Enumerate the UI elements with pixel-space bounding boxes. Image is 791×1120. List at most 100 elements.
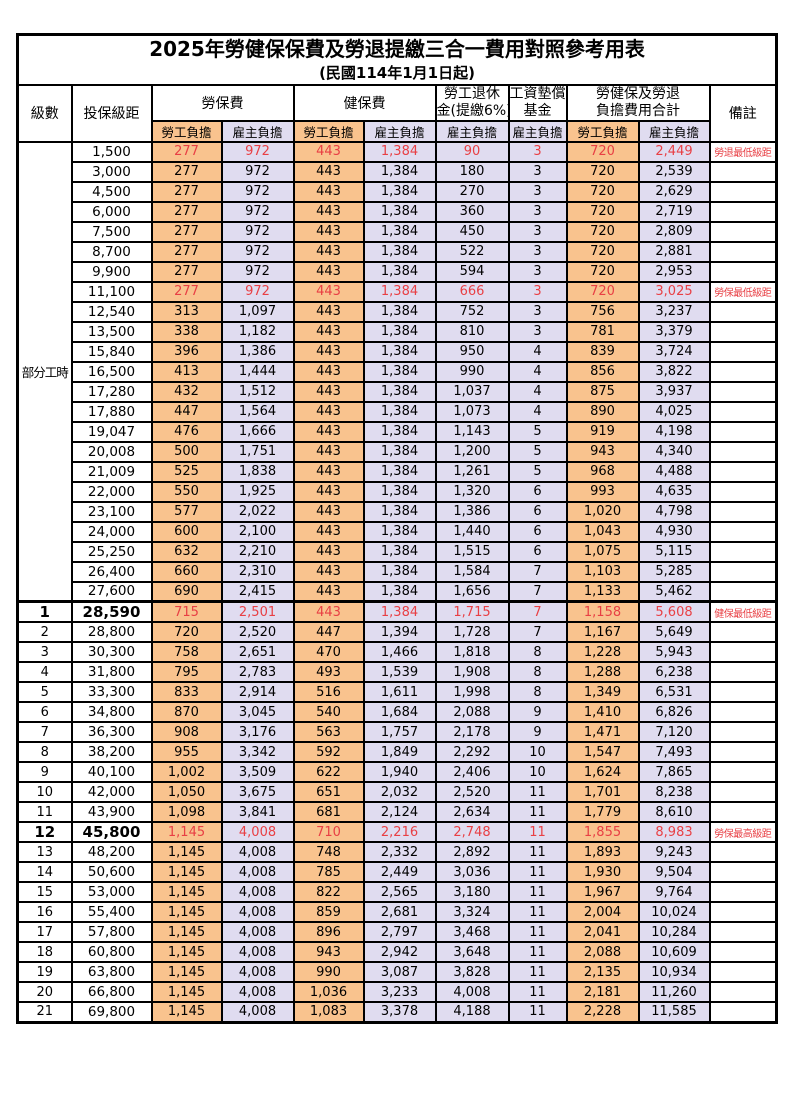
cell-level: 16 xyxy=(16,901,73,923)
cell-value: 11 xyxy=(507,981,568,1003)
cell-value: 2,292 xyxy=(434,741,510,763)
cell-value: 3,468 xyxy=(434,921,510,943)
cell-value: 6 xyxy=(507,540,568,563)
table-row: 2 28,800 720 2,520 447 1,394 1,728 7 1,167 5,649 xyxy=(16,621,778,643)
col-header-wage-fund: 工資墊償 基金 xyxy=(507,83,568,122)
cell-value: 1,394 xyxy=(362,621,437,643)
title-row: 2025年勞健保保費及勞退提繳三合一費用對照參考用表 (民國114年1月1日起) xyxy=(16,33,778,86)
cell-value: 1,145 xyxy=(150,861,223,883)
cell-value: 5 xyxy=(507,440,568,463)
cell-value: 1,384 xyxy=(362,440,437,463)
table-row: 21 69,800 1,145 4,008 1,083 3,378 4,188 11 2,228… xyxy=(16,1001,778,1023)
cell-note xyxy=(708,440,778,463)
cell-value: 11 xyxy=(507,841,568,863)
cell-grade: 60,800 xyxy=(70,941,153,963)
cell-value: 277 xyxy=(150,140,223,163)
cell-level: 10 xyxy=(16,781,73,803)
cell-value: 1,751 xyxy=(220,440,295,463)
cell-value: 3,379 xyxy=(637,320,711,343)
page-title: 2025年勞健保保費及勞退提繳三合一費用對照參考用表 xyxy=(149,37,645,62)
cell-value: 2,520 xyxy=(434,781,510,803)
cell-value: 1,384 xyxy=(362,480,437,503)
cell-value: 990 xyxy=(292,961,365,983)
cell-value: 1,145 xyxy=(150,921,223,943)
cell-value: 270 xyxy=(434,180,510,203)
cell-value: 1,539 xyxy=(362,661,437,683)
cell-grade: 23,100 xyxy=(70,500,153,523)
cell-value: 443 xyxy=(292,220,365,243)
table-row: 20,008 500 1,751 443 1,384 1,200 5 943 4,340 xyxy=(18,440,778,463)
cell-value: 1,143 xyxy=(434,420,510,443)
cell-value: 10,609 xyxy=(637,941,711,963)
table-row: 8,700 277 972 443 1,384 522 3 720 2,881 xyxy=(18,240,778,263)
cell-value: 1,083 xyxy=(292,1001,365,1023)
cell-value: 1,384 xyxy=(362,600,437,623)
premium-table: 2025年勞健保保費及勞退提繳三合一費用對照參考用表 (民國114年1月1日起)… xyxy=(16,33,779,1024)
cell-value: 443 xyxy=(292,480,365,503)
col-header-pension: 勞工退休 金(提繳6%) xyxy=(434,83,510,122)
cell-note xyxy=(708,460,778,483)
col-header-health-insurance: 健保費 xyxy=(292,83,437,122)
cell-value: 4,008 xyxy=(220,961,295,983)
cell-grade: 69,800 xyxy=(70,1001,153,1023)
cell-value: 600 xyxy=(150,520,223,543)
page-subtitle: (民國114年1月1日起) xyxy=(319,64,475,83)
cell-value: 2,520 xyxy=(220,621,295,643)
cell-value: 3 xyxy=(507,260,568,283)
cell-value: 6,238 xyxy=(637,661,711,683)
cell-value: 1,288 xyxy=(565,661,640,683)
cell-value: 2,032 xyxy=(362,781,437,803)
cell-value: 8,983 xyxy=(637,821,711,843)
table-row: 19,047 476 1,666 443 1,384 1,143 5 919 4,198 xyxy=(18,420,778,443)
cell-value: 870 xyxy=(150,701,223,723)
subheader-labor-employer: 雇主負擔 xyxy=(220,119,295,143)
premium-table-container: 2025年勞健保保費及勞退提繳三合一費用對照參考用表 (民國114年1月1日起)… xyxy=(16,33,779,1024)
table-row: 18 60,800 1,145 4,008 943 2,942 3,648 11 2,088 10… xyxy=(16,941,778,963)
cell-value: 1,701 xyxy=(565,781,640,803)
cell-grade: 11,100 xyxy=(70,280,153,303)
cell-value: 4,635 xyxy=(637,480,711,503)
cell-value: 1,167 xyxy=(565,621,640,643)
cell-value: 2,135 xyxy=(565,961,640,983)
cell-value: 2,041 xyxy=(565,921,640,943)
cell-value: 3,025 xyxy=(637,280,711,303)
cell-note: 健保最低級距 xyxy=(708,600,778,623)
cell-value: 720 xyxy=(565,180,640,203)
cell-value: 1,656 xyxy=(434,580,510,603)
cell-value: 516 xyxy=(292,681,365,703)
cell-grade: 7,500 xyxy=(70,220,153,243)
cell-value: 1,838 xyxy=(220,460,295,483)
cell-value: 3 xyxy=(507,300,568,323)
cell-level: 17 xyxy=(16,921,73,943)
cell-value: 4,340 xyxy=(637,440,711,463)
cell-value: 3,841 xyxy=(220,801,295,823)
cell-value: 6,531 xyxy=(637,681,711,703)
cell-value: 1,684 xyxy=(362,701,437,723)
cell-value: 1,384 xyxy=(362,460,437,483)
table-row: 12,540 313 1,097 443 1,384 752 3 756 3,237 xyxy=(18,300,778,323)
cell-value: 443 xyxy=(292,180,365,203)
cell-value: 1,444 xyxy=(220,360,295,383)
cell-note xyxy=(708,981,778,1003)
cell-level: 7 xyxy=(16,721,73,743)
cell-value: 1,779 xyxy=(565,801,640,823)
cell-value: 660 xyxy=(150,560,223,583)
cell-value: 3,036 xyxy=(434,861,510,883)
cell-value: 972 xyxy=(220,160,295,183)
total-line2: 負擔費用合計 xyxy=(596,102,680,119)
cell-note xyxy=(708,380,778,403)
cell-value: 720 xyxy=(565,280,640,303)
cell-value: 6,826 xyxy=(637,701,711,723)
cell-grade: 17,280 xyxy=(70,380,153,403)
table-row: 6,000 277 972 443 1,384 360 3 720 2,719 xyxy=(18,200,778,223)
cell-value: 1,624 xyxy=(565,761,640,783)
cell-value: 11 xyxy=(507,781,568,803)
cell-grade: 15,840 xyxy=(70,340,153,363)
table-row: 9 40,100 1,002 3,509 622 1,940 2,406 10 1,624 7,8… xyxy=(16,761,778,783)
cell-value: 11 xyxy=(507,861,568,883)
cell-value: 3,509 xyxy=(220,761,295,783)
subheader-health-employer: 雇主負擔 xyxy=(362,119,437,143)
table-row: 20 66,800 1,145 4,008 1,036 3,233 4,008 11 2,181… xyxy=(16,981,778,1003)
cell-value: 277 xyxy=(150,280,223,303)
cell-value: 2,124 xyxy=(362,801,437,823)
